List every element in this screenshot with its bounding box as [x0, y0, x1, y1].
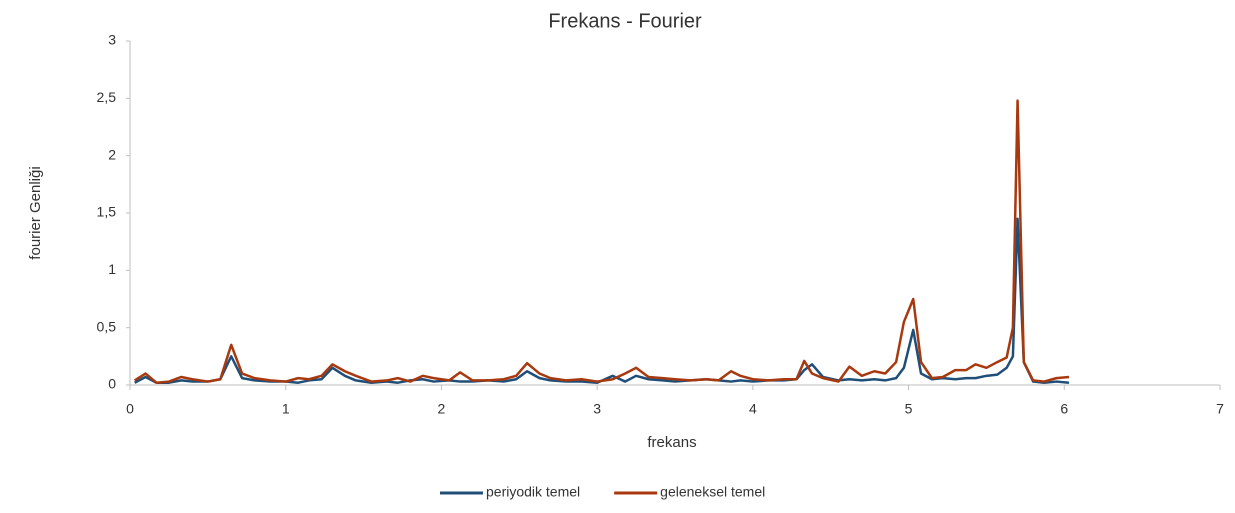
- chart-title: Frekans - Fourier: [548, 10, 702, 32]
- x-tick-label: 0: [126, 401, 134, 417]
- legend-label: geleneksel temel: [660, 484, 765, 500]
- x-tick-label: 7: [1216, 401, 1224, 417]
- legend-label: periyodik temel: [486, 484, 580, 500]
- x-tick-label: 4: [749, 401, 757, 417]
- series-line: [134, 99, 1070, 384]
- y-tick-label: 1,5: [97, 204, 117, 220]
- y-tick-label: 1: [108, 261, 116, 277]
- x-tick-label: 5: [905, 401, 913, 417]
- y-tick-label: 2,5: [97, 89, 117, 105]
- x-tick-label: 3: [593, 401, 601, 417]
- y-tick-label: 0: [108, 376, 116, 392]
- y-axis-title: fourier Genliği: [27, 166, 44, 259]
- x-tick-label: 2: [438, 401, 446, 417]
- x-tick-label: 1: [282, 401, 290, 417]
- y-tick-label: 2: [108, 146, 116, 162]
- series-line: [134, 217, 1070, 384]
- x-tick-label: 6: [1060, 401, 1068, 417]
- x-axis-title: frekans: [647, 434, 696, 451]
- y-tick-label: 3: [108, 32, 116, 48]
- y-tick-label: 0,5: [97, 318, 117, 334]
